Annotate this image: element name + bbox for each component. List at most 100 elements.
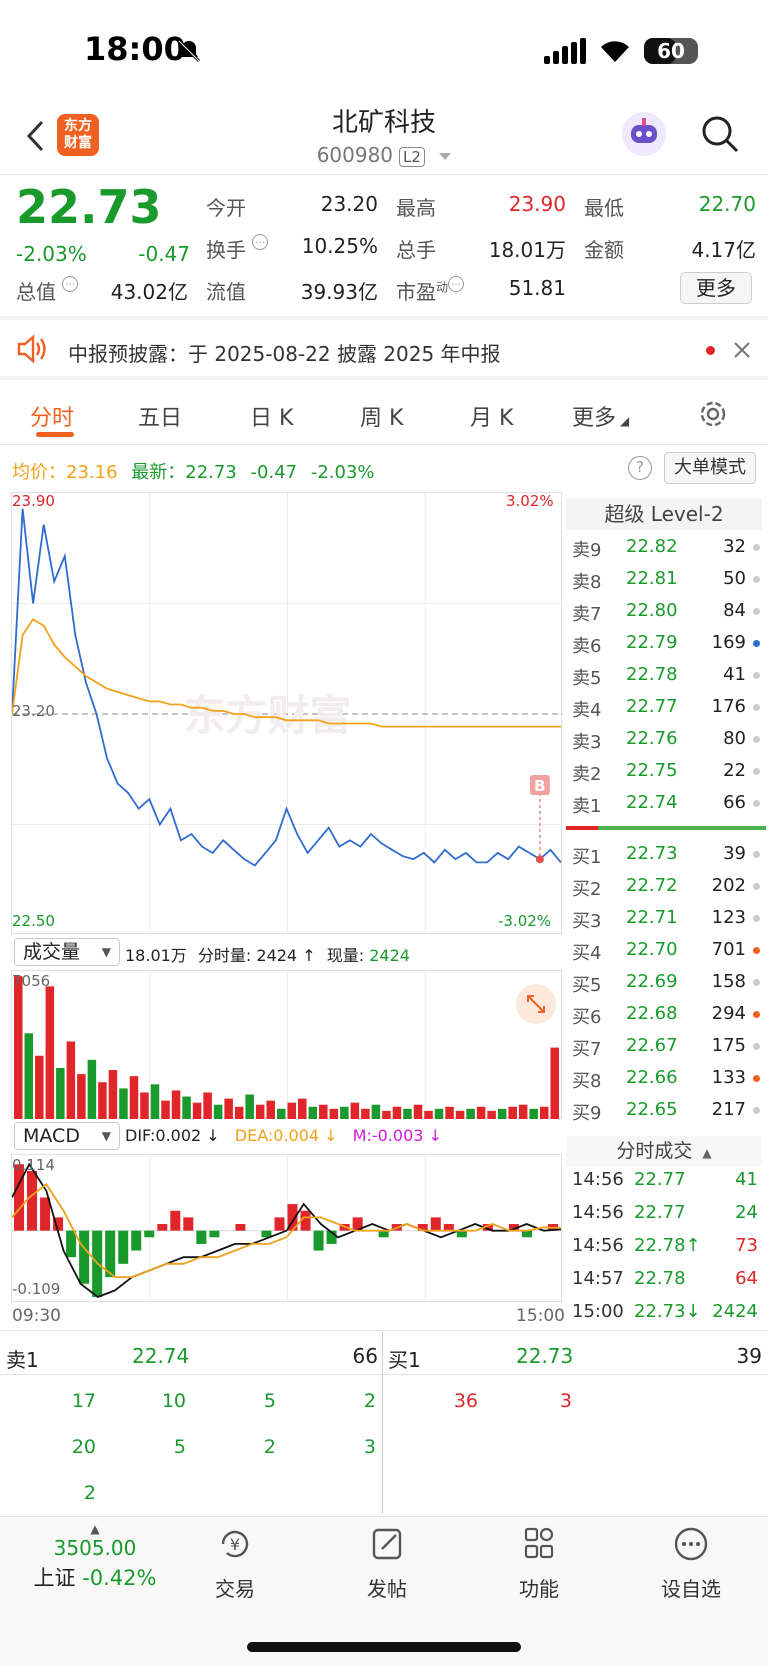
bid-level-row[interactable]: 买5 22.69 158: [566, 966, 766, 998]
expand-icon[interactable]: [516, 984, 556, 1024]
trade-time: 14:56: [572, 1169, 624, 1190]
macd-values: DIF:0.002 ↓ DEA:0.004 ↓ M:-0.003 ↓: [125, 1126, 442, 1145]
notice-text[interactable]: 中报预披露：于 2025-08-22 披露 2025 年中报: [68, 342, 501, 366]
battery-icon: 60: [644, 38, 698, 64]
volume-bar: [466, 1108, 475, 1119]
index-ticker[interactable]: ▲ 3505.00 上证 -0.42%: [20, 1522, 170, 1592]
macd-min-label: -0.109: [12, 1280, 61, 1298]
ask-level-row[interactable]: 卖1 22.74 66: [566, 787, 766, 819]
volume-bar: [77, 1074, 86, 1119]
volume-bar: [14, 976, 23, 1119]
nav-add-watchlist[interactable]: 设自选: [636, 1526, 746, 1602]
help-icon[interactable]: ?: [628, 456, 652, 480]
level-label: 买9: [572, 1103, 602, 1124]
bid-level-row[interactable]: 买4 22.70 701: [566, 934, 766, 966]
price-top-label: 23.90: [12, 492, 55, 510]
level-dot: [753, 1075, 760, 1082]
nav-functions[interactable]: 功能: [484, 1526, 594, 1602]
macd-bar: [14, 1164, 25, 1231]
ask-level-row[interactable]: 卖2 22.75 22: [566, 755, 766, 787]
ask-level-row[interactable]: 卖7 22.80 84: [566, 595, 766, 627]
volume-bar: [171, 1090, 181, 1119]
volume-bar: [287, 1102, 297, 1119]
level-volume: 175: [711, 1035, 746, 1056]
settings-gear-icon[interactable]: [697, 398, 729, 430]
bid-level-row[interactable]: 买3 22.71 123: [566, 902, 766, 934]
bid-level-row[interactable]: 买8 22.66 133: [566, 1062, 766, 1094]
level-price: 22.76: [626, 728, 678, 749]
big-order-mode-button[interactable]: 大单模式: [664, 452, 756, 484]
mcap-label[interactable]: 总值 …: [16, 276, 79, 305]
ask-level-row[interactable]: 卖4 22.77 176: [566, 691, 766, 723]
macd-bar: [430, 1217, 441, 1231]
bid-level-row[interactable]: 买6 22.68 294: [566, 998, 766, 1030]
ask-level-row[interactable]: 卖6 22.79 169: [566, 627, 766, 659]
close-icon[interactable]: [732, 340, 752, 360]
intraday-price-chart[interactable]: 东方财富 B: [11, 492, 563, 935]
stock-name: 北矿科技: [331, 108, 436, 138]
stock-code-row[interactable]: 600980 L2: [0, 143, 768, 167]
tab-weekly-k[interactable]: 周 K: [360, 406, 404, 431]
level-dot: [753, 883, 760, 890]
ask-queue-cell: 20: [71, 1436, 96, 1458]
level-volume: 66: [723, 792, 746, 813]
float-label: 流值: [206, 280, 246, 304]
macd-bar: [79, 1230, 90, 1284]
ask-level-row[interactable]: 卖3 22.76 80: [566, 723, 766, 755]
tab-five-day[interactable]: 五日: [138, 406, 183, 431]
bid-level-row[interactable]: 买9 22.65 217: [566, 1094, 766, 1126]
level-price: 22.80: [626, 600, 678, 621]
level-price: 22.79: [626, 632, 678, 653]
volume-bar: [518, 1104, 528, 1119]
bid-level-row[interactable]: 买1 22.73 39: [566, 838, 766, 870]
level-price: 22.68: [626, 1003, 678, 1024]
tab-underline: [36, 432, 74, 437]
info-icon: …: [252, 234, 269, 250]
robot-assistant-icon[interactable]: [622, 112, 666, 156]
level2-title[interactable]: 超级 Level-2: [566, 498, 762, 530]
ask-level-row[interactable]: 卖8 22.81 50: [566, 563, 766, 595]
macd-bar: [53, 1217, 64, 1231]
level-dot: [753, 768, 760, 775]
tab-monthly-k[interactable]: 月 K: [470, 406, 514, 431]
queue-bid-vol: 39: [736, 1344, 762, 1368]
turnover-label[interactable]: 换手 …: [206, 234, 269, 263]
ask-level-row[interactable]: 卖9 22.82 32: [566, 531, 766, 563]
trades-title[interactable]: 分时成交 ▲: [566, 1136, 762, 1166]
volume-bar: [276, 1108, 286, 1119]
level-price: 22.70: [626, 939, 678, 960]
bid-level-row[interactable]: 买2 22.72 202: [566, 870, 766, 902]
ask-level-row[interactable]: 卖5 22.78 41: [566, 659, 766, 691]
macd-bar: [443, 1224, 454, 1231]
bid-level-row[interactable]: 买7 22.67 175: [566, 1030, 766, 1062]
tab-intraday[interactable]: 分时: [30, 406, 75, 431]
volume-indicator-select[interactable]: 成交量 ▼: [14, 938, 120, 966]
nav-post[interactable]: 发帖: [332, 1526, 442, 1602]
open-label: 今开: [206, 196, 246, 220]
mute-icon: [176, 38, 202, 64]
pe-label[interactable]: 市盈动…: [396, 276, 465, 305]
level-dot: [753, 947, 760, 954]
volume-bar: [56, 1067, 65, 1119]
time-start-label: 09:30: [12, 1306, 61, 1326]
tab-more[interactable]: 更多 ◢: [572, 406, 630, 431]
time-end-label: 15:00: [516, 1306, 565, 1326]
amount-label: 金额: [584, 238, 624, 262]
nav-trade[interactable]: ¥ 交易: [180, 1526, 290, 1602]
more-button[interactable]: 更多: [680, 272, 752, 304]
macd-bar: [521, 1230, 532, 1238]
back-button[interactable]: [24, 118, 48, 154]
macd-bar: [40, 1197, 51, 1231]
level-label: 买3: [572, 911, 602, 932]
level-volume: 701: [711, 939, 746, 960]
search-icon[interactable]: [700, 114, 740, 154]
volume-bar: [66, 1041, 76, 1119]
volume-bar: [255, 1104, 265, 1119]
level-price: 22.73: [626, 843, 678, 864]
macd-bar: [456, 1230, 467, 1238]
tab-daily-k[interactable]: 日 K: [250, 406, 294, 431]
queue-divider: [382, 1332, 383, 1514]
macd-indicator-select[interactable]: MACD ▼: [14, 1122, 120, 1150]
avg-price-line: [12, 618, 561, 728]
eastmoney-logo[interactable]: 东方 财富: [57, 114, 99, 156]
